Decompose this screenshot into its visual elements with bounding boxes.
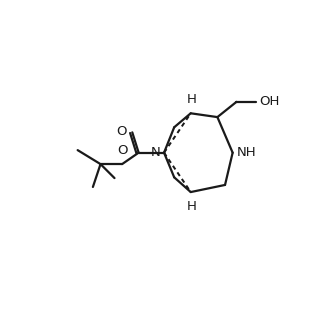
- Text: OH: OH: [259, 95, 280, 108]
- Text: H: H: [187, 200, 197, 213]
- Text: O: O: [117, 144, 127, 157]
- Text: N: N: [150, 146, 160, 159]
- Text: NH: NH: [237, 146, 256, 159]
- Text: O: O: [117, 125, 127, 138]
- Text: H: H: [187, 93, 197, 106]
